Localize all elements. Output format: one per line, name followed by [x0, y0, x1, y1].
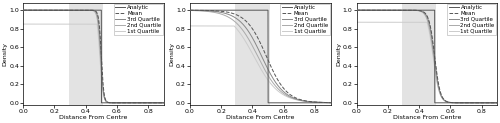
Bar [402, 3, 436, 105]
Bar [235, 3, 270, 105]
Legend: Analytic, Mean, 3rd Quartile, 2nd Quartile, 1st Quartile: Analytic, Mean, 3rd Quartile, 2nd Quarti… [114, 4, 163, 35]
X-axis label: Distance From Centre: Distance From Centre [226, 115, 294, 120]
X-axis label: Distance From Centre: Distance From Centre [60, 115, 128, 120]
Y-axis label: Density: Density [336, 42, 341, 66]
Legend: Analytic, Mean, 3rd Quartile, 2nd Quartile, 1st Quartile: Analytic, Mean, 3rd Quartile, 2nd Quarti… [447, 4, 496, 35]
Bar [68, 3, 103, 105]
Y-axis label: Density: Density [170, 42, 174, 66]
Y-axis label: Density: Density [3, 42, 8, 66]
Legend: Analytic, Mean, 3rd Quartile, 2nd Quartile, 1st Quartile: Analytic, Mean, 3rd Quartile, 2nd Quarti… [280, 4, 330, 35]
X-axis label: Distance From Centre: Distance From Centre [392, 115, 461, 120]
